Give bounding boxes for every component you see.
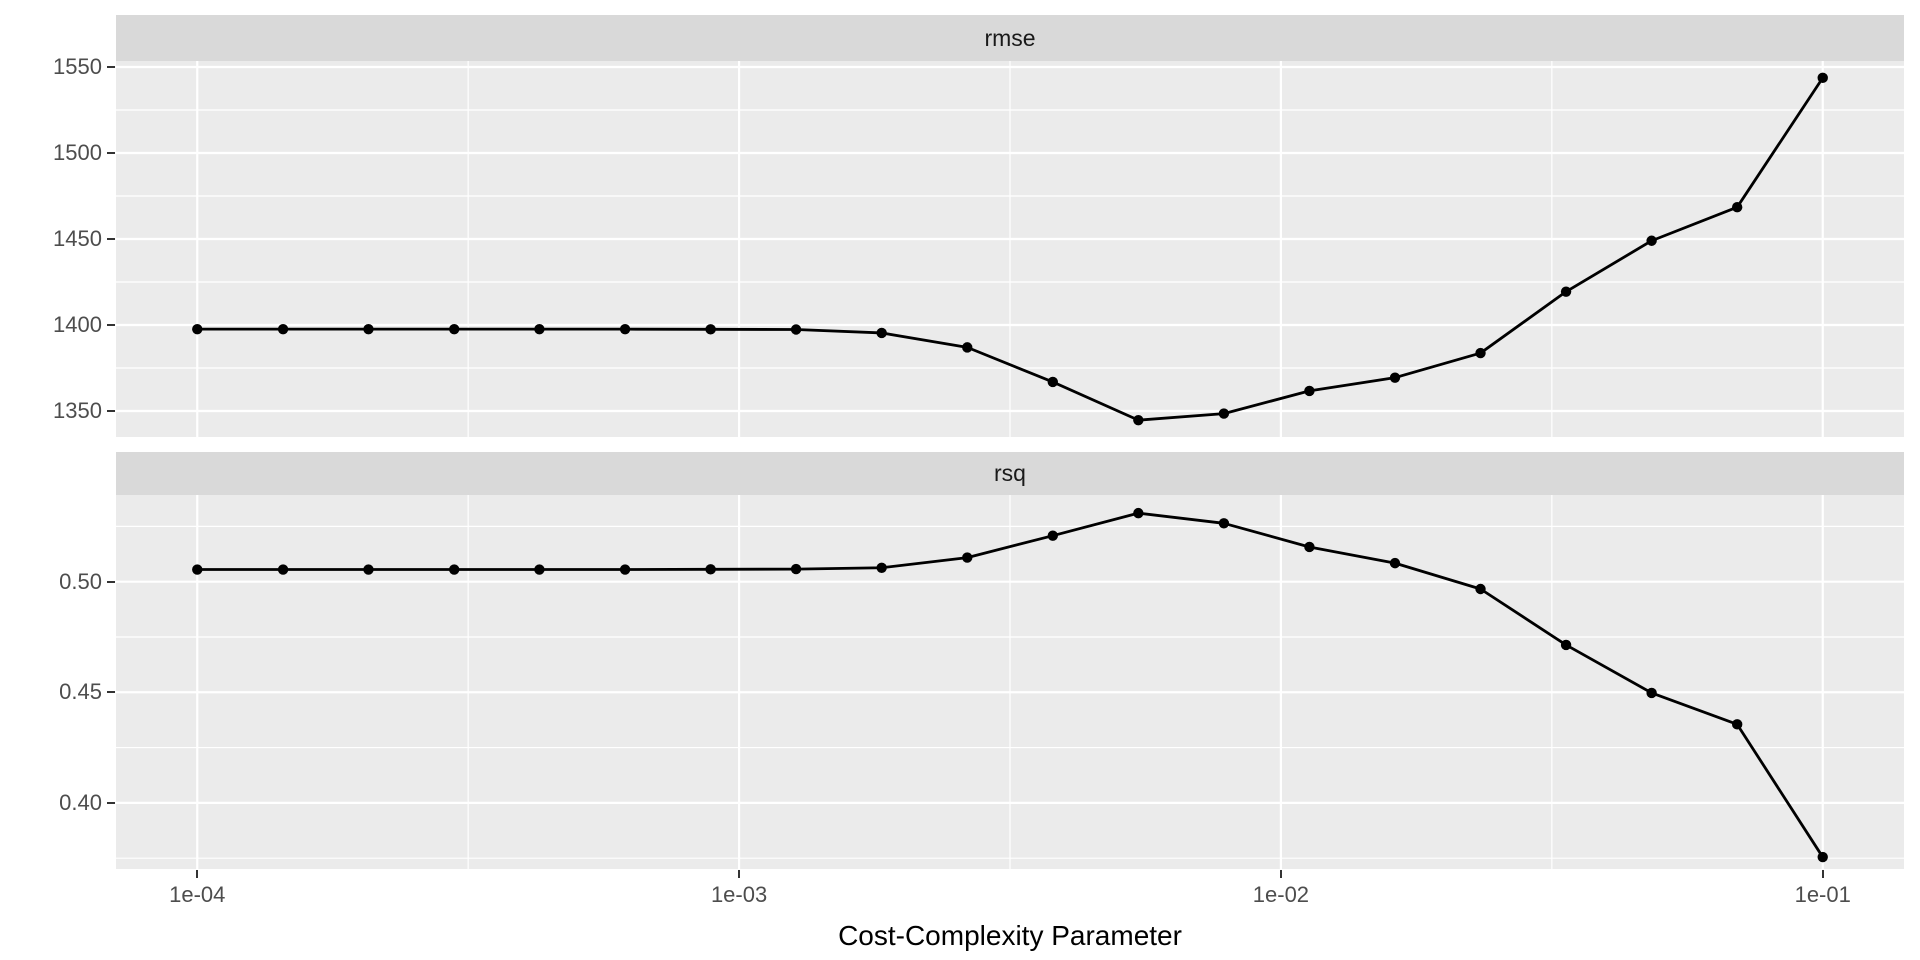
- facet-strip-label-rmse: rmse: [984, 24, 1036, 51]
- x-tick-mark: [1821, 870, 1824, 878]
- data-point-rmse: [1560, 286, 1572, 297]
- data-point-rsq: [192, 564, 203, 575]
- x-axis-title: Cost-Complexity Parameter: [838, 920, 1182, 951]
- data-point-rmse: [1389, 372, 1401, 383]
- data-point-rsq: [962, 552, 973, 563]
- data-point-rmse: [1731, 202, 1743, 213]
- data-point-rmse: [1475, 347, 1486, 359]
- series-line-rsq: [195, 511, 1825, 859]
- y-tick-label: 0.40: [59, 789, 102, 815]
- y-tick-label: 1450: [53, 226, 102, 252]
- data-point-rmse: [1047, 376, 1058, 388]
- data-point-rsq: [1047, 530, 1058, 541]
- facet-strip-rmse: rmse: [116, 15, 1904, 61]
- data-point-rsq: [1218, 518, 1230, 529]
- x-tick-label: 1e-04: [169, 882, 226, 907]
- data-point-rmse: [705, 324, 716, 335]
- data-point-rsq: [705, 564, 716, 575]
- y-tick-mark: [107, 691, 115, 694]
- data-point-rmse: [1133, 414, 1144, 426]
- data-point-rmse: [1646, 235, 1657, 246]
- data-point-rmse: [363, 323, 374, 335]
- series-line-rmse: [195, 76, 1825, 422]
- x-tick-mark: [196, 870, 199, 878]
- data-point-rsq: [1389, 557, 1401, 569]
- x-tick-mark: [738, 870, 741, 878]
- data-point-rsq: [277, 564, 289, 575]
- data-point-rsq: [1304, 541, 1315, 553]
- data-point-rmse: [1218, 408, 1230, 419]
- data-point-rmse: [1304, 385, 1315, 397]
- y-tick-mark: [107, 801, 115, 804]
- data-point-rsq: [790, 563, 802, 575]
- data-point-rmse: [790, 324, 802, 335]
- data-point-rsq: [449, 564, 460, 575]
- data-point-rsq: [534, 564, 545, 575]
- facet-strip-rsq: rsq: [116, 452, 1904, 495]
- y-tick-label: 1550: [53, 54, 102, 80]
- y-tick-label: 0.45: [59, 679, 102, 705]
- y-tick-label: 1400: [53, 312, 102, 338]
- panel-rmse: [116, 61, 1904, 437]
- x-tick-label: 1e-03: [710, 882, 768, 907]
- data-point-rmse: [1817, 72, 1828, 84]
- data-point-rmse: [962, 342, 973, 353]
- y-tick-mark: [107, 152, 115, 155]
- x-tick-mark: [1279, 870, 1282, 878]
- data-point-rsq: [1560, 639, 1572, 651]
- data-point-rmse: [534, 323, 545, 335]
- data-point-rmse: [876, 327, 887, 339]
- data-point-rsq: [1646, 687, 1657, 699]
- x-tick-label: 1e-01: [1794, 882, 1851, 907]
- data-point-rsq: [619, 564, 631, 575]
- data-point-rsq: [1731, 719, 1743, 730]
- data-point-rsq: [876, 562, 887, 573]
- data-point-rsq: [363, 564, 374, 575]
- data-point-rsq: [1133, 507, 1144, 519]
- data-point-rmse: [192, 323, 203, 335]
- data-point-rmse: [277, 323, 289, 335]
- y-tick-mark: [107, 324, 115, 327]
- data-point-rmse: [619, 323, 631, 335]
- rmse-plot-area: [116, 61, 1904, 437]
- rsq-plot-area: [116, 495, 1904, 869]
- y-tick-mark: [107, 580, 115, 583]
- y-tick-label: 0.50: [59, 568, 102, 594]
- data-point-rsq: [1817, 851, 1828, 863]
- y-tick-mark: [107, 66, 115, 69]
- panel-rsq: [116, 495, 1904, 869]
- data-point-rsq: [1475, 583, 1486, 595]
- y-tick-label: 1350: [53, 398, 102, 424]
- facet-strip-label-rsq: rsq: [994, 460, 1026, 486]
- y-tick-mark: [107, 238, 115, 241]
- data-point-rmse: [449, 323, 460, 335]
- x-tick-label: 1e-02: [1252, 882, 1310, 907]
- y-tick-label: 1500: [53, 140, 102, 166]
- y-tick-mark: [107, 410, 115, 413]
